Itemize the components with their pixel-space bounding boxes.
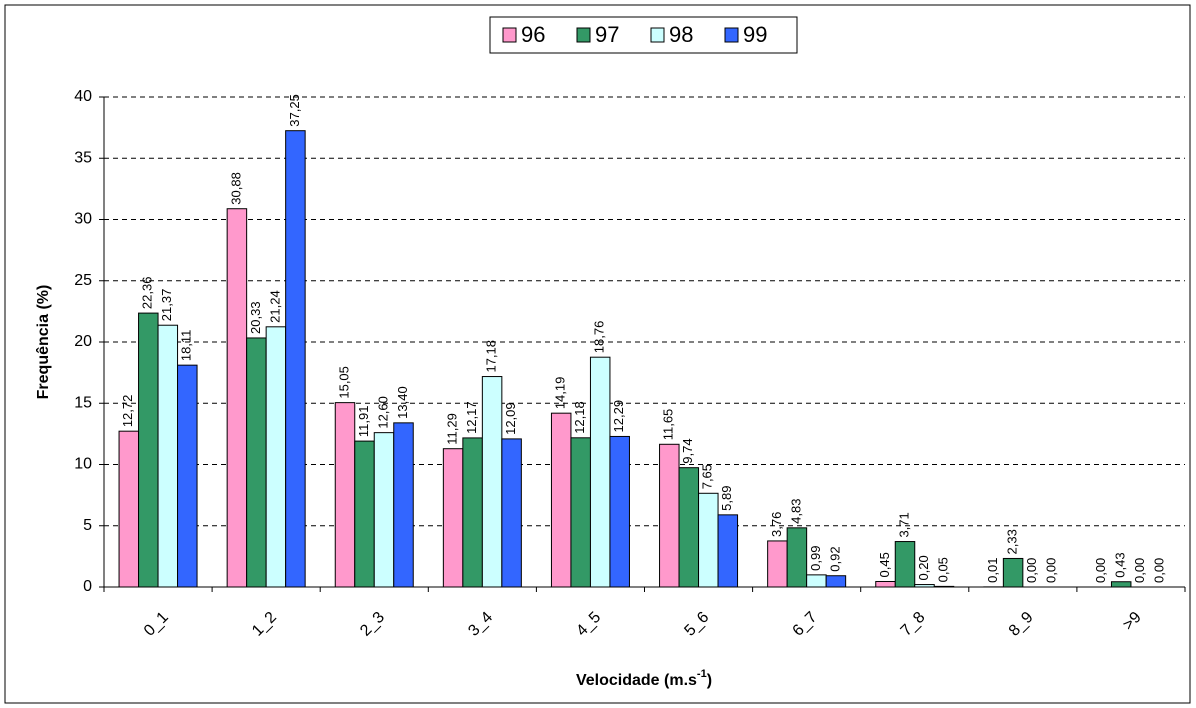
value-label: 0,00 <box>1093 558 1108 583</box>
bar <box>442 448 464 588</box>
value-label: 12,29 <box>611 400 626 433</box>
bar <box>354 440 375 588</box>
bar <box>875 580 896 588</box>
bar <box>177 364 198 588</box>
bar <box>767 540 788 588</box>
legend-label: 98 <box>669 22 693 47</box>
y-tick-label: 15 <box>74 394 92 411</box>
y-tick-label: 35 <box>74 149 92 166</box>
value-label: 12,17 <box>464 401 479 434</box>
y-axis-label: Frequência (%) <box>35 285 52 400</box>
x-label-text: Velocidade (m.s <box>576 672 697 689</box>
value-label: 11,91 <box>356 406 371 438</box>
x-axis-label: Velocidade (m.s-1) <box>576 668 712 689</box>
bar <box>825 575 847 588</box>
value-label: 17,18 <box>484 340 499 373</box>
value-label: 21,37 <box>159 289 174 322</box>
bar <box>894 541 916 588</box>
bar <box>226 208 248 588</box>
legend-label: 96 <box>521 22 545 47</box>
value-label: 9,74 <box>680 438 695 463</box>
value-label: 18,76 <box>592 321 607 354</box>
y-tick-label: 0 <box>83 578 92 595</box>
value-label: 0,20 <box>916 555 931 580</box>
bar <box>138 312 159 588</box>
value-label: 12,60 <box>375 396 390 429</box>
value-label: 21,24 <box>267 290 282 323</box>
legend-swatch <box>724 27 739 43</box>
y-tick-label: 40 <box>74 88 92 105</box>
value-label: 37,25 <box>287 94 302 127</box>
bar <box>334 402 356 588</box>
value-label: 7,65 <box>700 464 715 489</box>
bar <box>285 130 306 588</box>
y-tick-label: 10 <box>74 456 92 473</box>
value-label: 0,00 <box>1044 558 1059 583</box>
bar <box>550 412 572 588</box>
bar <box>786 527 808 588</box>
y-tick-label: 25 <box>74 272 92 289</box>
legend-swatch <box>576 27 591 43</box>
bar <box>157 324 179 588</box>
value-label: 0,00 <box>1024 558 1039 583</box>
value-label: 18,11 <box>179 330 194 362</box>
value-label: 22,36 <box>140 277 155 310</box>
bar <box>717 514 739 588</box>
value-label: 0,92 <box>827 546 842 571</box>
value-label: 11,29 <box>445 413 460 445</box>
bar <box>118 430 140 588</box>
value-label: 4,83 <box>788 499 803 524</box>
value-label: 30,88 <box>228 172 243 205</box>
value-label: 0,45 <box>877 552 892 577</box>
y-tick-label: 5 <box>83 517 92 534</box>
value-label: 0,00 <box>1132 558 1147 583</box>
value-label: 12,18 <box>572 401 587 434</box>
bar <box>1002 557 1024 588</box>
bar <box>698 492 719 588</box>
bar <box>914 584 935 588</box>
bar <box>589 356 611 588</box>
value-label: 0,05 <box>935 557 950 582</box>
value-label: 0,43 <box>1113 552 1128 577</box>
value-label: 20,33 <box>248 301 263 334</box>
bar <box>678 467 700 588</box>
legend-label: 99 <box>743 22 767 47</box>
bar <box>609 435 630 588</box>
bar <box>481 376 503 588</box>
value-label: 3,76 <box>769 512 784 537</box>
bar <box>1110 581 1132 588</box>
bar <box>501 438 522 588</box>
value-label: 14,19 <box>553 377 568 410</box>
value-label: 13,40 <box>395 386 410 419</box>
value-label: 2,33 <box>1005 529 1020 554</box>
value-label: 0,99 <box>808 546 823 571</box>
y-tick-label: 30 <box>74 211 92 228</box>
bar <box>393 422 414 588</box>
bar <box>265 326 287 588</box>
value-label: 12,72 <box>120 395 135 428</box>
value-label: 0,00 <box>1152 558 1167 583</box>
value-label: 15,05 <box>336 366 351 399</box>
legend-swatch <box>650 27 665 43</box>
value-label: 0,01 <box>985 558 1000 583</box>
bar <box>570 437 591 588</box>
x-label-end: ) <box>707 672 712 689</box>
bar <box>373 432 395 588</box>
bar <box>659 443 680 588</box>
legend-swatch <box>502 27 517 43</box>
bar <box>246 337 267 588</box>
bar <box>806 574 827 588</box>
value-label: 12,09 <box>503 402 518 435</box>
y-tick-label: 20 <box>74 333 92 350</box>
value-label: 3,71 <box>896 512 911 537</box>
legend-box <box>489 16 798 54</box>
bar <box>462 437 483 588</box>
legend-label: 97 <box>595 22 619 47</box>
value-label: 11,65 <box>661 409 676 441</box>
x-label-sup: -1 <box>697 668 707 680</box>
value-label: 5,89 <box>719 486 734 511</box>
bar <box>933 585 955 588</box>
